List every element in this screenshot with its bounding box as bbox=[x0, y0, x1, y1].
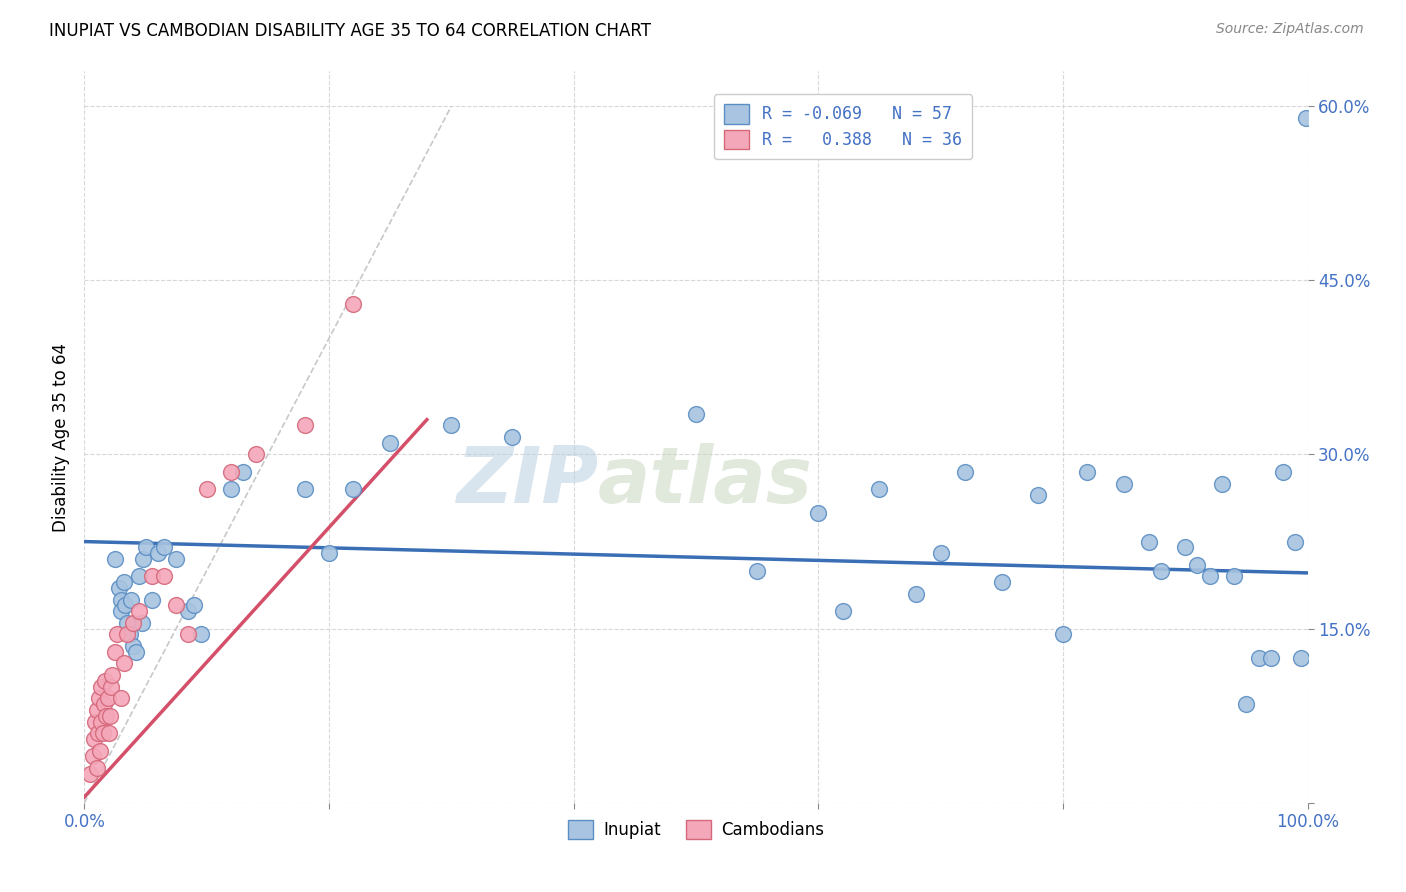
Point bbox=[90, 714, 112, 729]
Point bbox=[1137, 534, 1160, 549]
Point bbox=[232, 465, 254, 479]
Point bbox=[146, 546, 169, 560]
Point bbox=[112, 657, 135, 671]
Point bbox=[86, 761, 108, 775]
Point bbox=[440, 418, 463, 433]
Point bbox=[115, 627, 138, 641]
Point bbox=[747, 564, 769, 578]
Point bbox=[1174, 541, 1197, 555]
Point bbox=[93, 697, 115, 711]
Point bbox=[83, 731, 105, 746]
Point bbox=[94, 673, 117, 688]
Point bbox=[1076, 465, 1098, 479]
Point bbox=[1114, 476, 1136, 491]
Point bbox=[1236, 697, 1258, 711]
Point bbox=[195, 483, 218, 497]
Point bbox=[153, 541, 176, 555]
Point bbox=[128, 569, 150, 583]
Point bbox=[107, 581, 129, 595]
Point bbox=[190, 627, 212, 641]
Point bbox=[153, 569, 176, 583]
Point bbox=[1211, 476, 1233, 491]
Point bbox=[219, 465, 242, 479]
Point bbox=[831, 604, 853, 618]
Point bbox=[1291, 650, 1313, 665]
Text: Source: ZipAtlas.com: Source: ZipAtlas.com bbox=[1216, 22, 1364, 37]
Point bbox=[294, 418, 316, 433]
Point bbox=[122, 639, 145, 653]
Point bbox=[122, 615, 145, 630]
Point bbox=[183, 599, 205, 613]
Point bbox=[1187, 558, 1209, 572]
Point bbox=[118, 627, 141, 641]
Point bbox=[502, 430, 524, 444]
Text: INUPIAT VS CAMBODIAN DISABILITY AGE 35 TO 64 CORRELATION CHART: INUPIAT VS CAMBODIAN DISABILITY AGE 35 T… bbox=[49, 22, 651, 40]
Point bbox=[112, 575, 135, 590]
Point bbox=[96, 708, 118, 723]
Point bbox=[953, 465, 976, 479]
Point bbox=[89, 743, 111, 757]
Point bbox=[1150, 564, 1173, 578]
Point bbox=[177, 604, 200, 618]
Point bbox=[1260, 650, 1282, 665]
Point bbox=[219, 483, 242, 497]
Point bbox=[135, 541, 157, 555]
Point bbox=[141, 592, 163, 607]
Point bbox=[97, 726, 120, 740]
Point bbox=[1247, 650, 1270, 665]
Point bbox=[91, 726, 114, 740]
Point bbox=[132, 552, 155, 566]
Point bbox=[101, 668, 124, 682]
Point bbox=[342, 483, 364, 497]
Point bbox=[114, 599, 136, 613]
Point bbox=[86, 703, 108, 717]
Point bbox=[165, 552, 187, 566]
Point bbox=[79, 766, 101, 780]
Point bbox=[685, 407, 707, 421]
Point bbox=[120, 592, 142, 607]
Y-axis label: Disability Age 35 to 64: Disability Age 35 to 64 bbox=[52, 343, 70, 532]
Point bbox=[318, 546, 340, 560]
Point bbox=[1223, 569, 1246, 583]
Point bbox=[128, 604, 150, 618]
Text: atlas: atlas bbox=[598, 443, 813, 519]
Point bbox=[110, 604, 132, 618]
Point bbox=[869, 483, 891, 497]
Point bbox=[125, 645, 148, 659]
Point bbox=[905, 587, 928, 601]
Point bbox=[105, 627, 128, 641]
Point bbox=[807, 506, 830, 520]
Point bbox=[165, 599, 187, 613]
Point bbox=[84, 714, 107, 729]
Point bbox=[110, 691, 132, 706]
Point bbox=[177, 627, 200, 641]
Point bbox=[1272, 465, 1295, 479]
Legend: Inupiat, Cambodians: Inupiat, Cambodians bbox=[561, 814, 831, 846]
Point bbox=[104, 645, 127, 659]
Point bbox=[131, 615, 153, 630]
Point bbox=[115, 615, 138, 630]
Point bbox=[380, 436, 402, 450]
Point bbox=[1295, 111, 1317, 125]
Point bbox=[991, 575, 1014, 590]
Point bbox=[1028, 488, 1050, 502]
Point bbox=[87, 726, 110, 740]
Point bbox=[100, 680, 122, 694]
Point bbox=[90, 680, 112, 694]
Text: ZIP: ZIP bbox=[456, 443, 598, 519]
Point bbox=[82, 749, 104, 764]
Point bbox=[87, 691, 110, 706]
Point bbox=[294, 483, 316, 497]
Point bbox=[141, 569, 163, 583]
Point bbox=[104, 552, 127, 566]
Point bbox=[1284, 534, 1306, 549]
Point bbox=[1052, 627, 1074, 641]
Point bbox=[929, 546, 952, 560]
Point bbox=[97, 691, 120, 706]
Point bbox=[110, 592, 132, 607]
Point bbox=[98, 708, 121, 723]
Point bbox=[1198, 569, 1220, 583]
Point bbox=[245, 448, 267, 462]
Point bbox=[342, 296, 364, 310]
